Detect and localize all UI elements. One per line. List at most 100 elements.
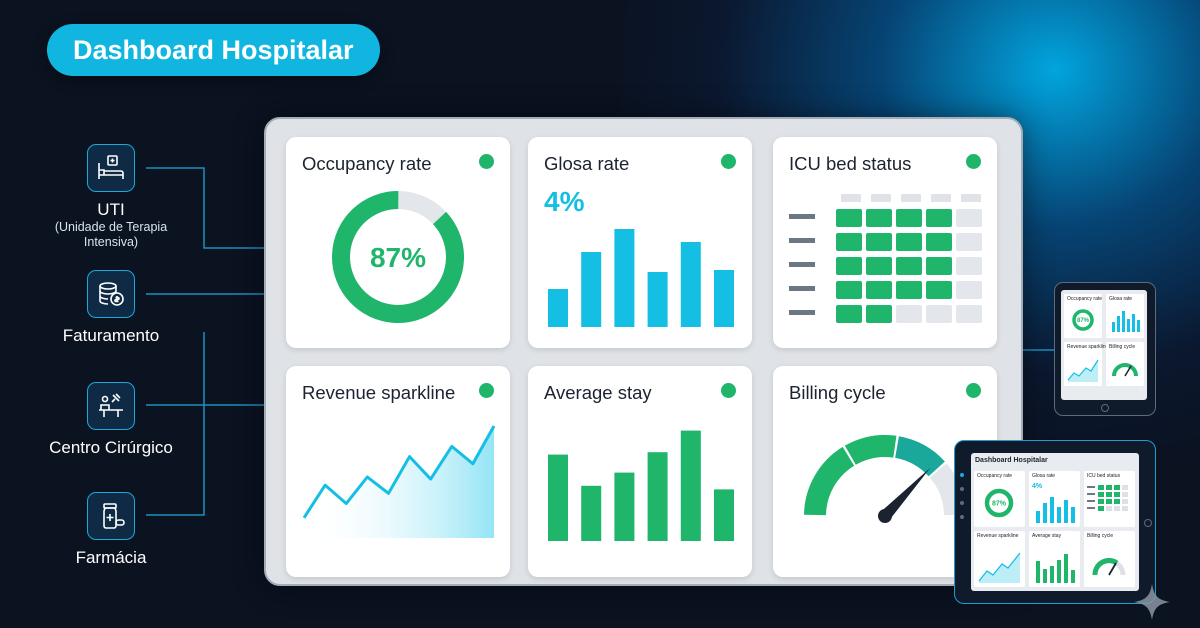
icu-bed-occupied [866, 209, 892, 227]
glosa-bar-chart: 4% [544, 186, 734, 327]
icu-bed-occupied [926, 281, 952, 299]
icu-row-label [789, 214, 815, 219]
mini-card: ICU bed status [1084, 471, 1135, 527]
gauge-hub [878, 509, 892, 523]
tablet-large: Dashboard Hospitalar Occupancy rate 87% … [954, 440, 1156, 604]
icu-bed-occupied [926, 233, 952, 251]
mini-card: Average stay [1029, 531, 1080, 587]
mini-card-title: ICU bed status [1087, 473, 1121, 479]
card-title: Glosa rate [544, 153, 630, 174]
icu-row-label [789, 310, 815, 315]
mini-card-title: Billing cycle [1109, 344, 1136, 350]
stay-bar [647, 452, 668, 541]
mini-glosa-value: 4% [1032, 483, 1043, 490]
gauge-segment [929, 463, 966, 516]
card-revenue[interactable]: Revenue sparkline [286, 366, 510, 577]
card-title: ICU bed status [789, 153, 912, 174]
gauge-segment [844, 435, 897, 465]
card-occupancy[interactable]: Occupancy rate 87% [286, 137, 510, 348]
icu-bed-occupied [836, 209, 862, 227]
mini-card: Glosa rate 4% [1029, 471, 1080, 527]
glosa-bar [614, 229, 635, 327]
status-dot [966, 154, 981, 169]
icu-row-label [789, 262, 815, 267]
mini-card-title: Occupancy rate [977, 473, 1013, 479]
card-stay[interactable]: Average stay [528, 366, 752, 577]
dept-farmacia[interactable]: Farmácia [36, 492, 186, 568]
page-title: Dashboard Hospitalar [47, 24, 380, 76]
icu-bed-free [926, 305, 952, 323]
revenue-area [304, 426, 494, 538]
status-dot [479, 154, 494, 169]
glosa-bar [581, 252, 602, 327]
occupancy-donut: 87% [332, 191, 464, 323]
card-icu[interactable]: ICU bed status [773, 137, 997, 348]
icu-bed-free [956, 257, 982, 275]
mini-card-title: Occupancy rate [1067, 296, 1103, 302]
mini-occupancy-value: 87% [992, 501, 1007, 508]
dept-faturamento[interactable]: Faturamento [36, 270, 186, 346]
occupancy-value: 87% [370, 242, 426, 273]
tablet-side-dots [960, 473, 964, 543]
icu-bed-occupied [866, 257, 892, 275]
dashboard-frame: Occupancy rate 87% Glosa rate 4% ICU bed… [264, 117, 1023, 586]
icu-bed-free [956, 281, 982, 299]
mini-card-title: Glosa rate [1032, 473, 1056, 479]
tablet-small: Occupancy rate 87% Glosa rate Revenue sp… [1054, 282, 1156, 416]
stay-bar [680, 430, 701, 541]
card-glosa[interactable]: Glosa rate 4% [528, 137, 752, 348]
icu-column-header [841, 194, 861, 202]
mini-card-title: Revenue sparkline [977, 533, 1019, 539]
icu-bed-grid [789, 194, 982, 323]
icu-bed-occupied [896, 209, 922, 227]
glosa-bar [680, 242, 701, 327]
mini-occupancy-value: 87% [1077, 318, 1090, 324]
icu-bed-occupied [836, 281, 862, 299]
icu-column-header [931, 194, 951, 202]
surgery-icon [87, 382, 135, 430]
dept-subtitle: (Unidade de Terapia Intensiva) [54, 220, 168, 249]
mini-dashboard-title: Dashboard Hospitalar [975, 457, 1048, 464]
mini-card: Glosa rate [1106, 294, 1144, 338]
stay-bar-chart [548, 430, 734, 541]
coins-icon [87, 270, 135, 318]
icu-bed-free [956, 305, 982, 323]
mini-card-title: Glosa rate [1109, 296, 1133, 302]
gauge-segment [894, 436, 945, 477]
icu-bed-occupied [836, 233, 862, 251]
stay-bar [614, 472, 635, 541]
icu-bed-free [956, 233, 982, 251]
status-dot [479, 383, 494, 398]
hospital-bed-icon [87, 144, 135, 192]
glosa-bar [647, 272, 668, 327]
status-dot [721, 383, 736, 398]
dept-name: Farmácia [75, 548, 147, 567]
icu-bed-occupied [866, 233, 892, 251]
billing-gauge [804, 435, 966, 523]
icu-bed-free [896, 305, 922, 323]
glosa-value: 4% [544, 186, 585, 217]
dept-centro-cirurgico[interactable]: Centro Cirúrgico [36, 382, 186, 458]
mini-card: Revenue sparkline [974, 531, 1025, 587]
mini-card: Occupancy rate 87% [1064, 294, 1102, 338]
dept-uti[interactable]: UTI (Unidade de Terapia Intensiva) [36, 144, 186, 250]
icu-column-header [961, 194, 981, 202]
icu-bed-free [956, 209, 982, 227]
revenue-line [302, 425, 496, 519]
card-title: Billing cycle [789, 382, 886, 403]
icu-bed-occupied [866, 305, 892, 323]
tablet-small-screen: Occupancy rate 87% Glosa rate Revenue sp… [1061, 290, 1147, 400]
icu-row-label [789, 286, 815, 291]
icu-bed-occupied [866, 281, 892, 299]
icu-bed-occupied [926, 257, 952, 275]
mini-card-title: Average stay [1032, 533, 1062, 539]
dept-name: UTI [97, 200, 125, 219]
stay-bar [714, 489, 734, 541]
sparkle-icon [1134, 584, 1170, 620]
glosa-bar [714, 270, 734, 327]
medicine-bottle-icon [87, 492, 135, 540]
stay-bar [548, 454, 568, 541]
icu-bed-occupied [896, 257, 922, 275]
donut-slice-occupied [332, 191, 464, 323]
